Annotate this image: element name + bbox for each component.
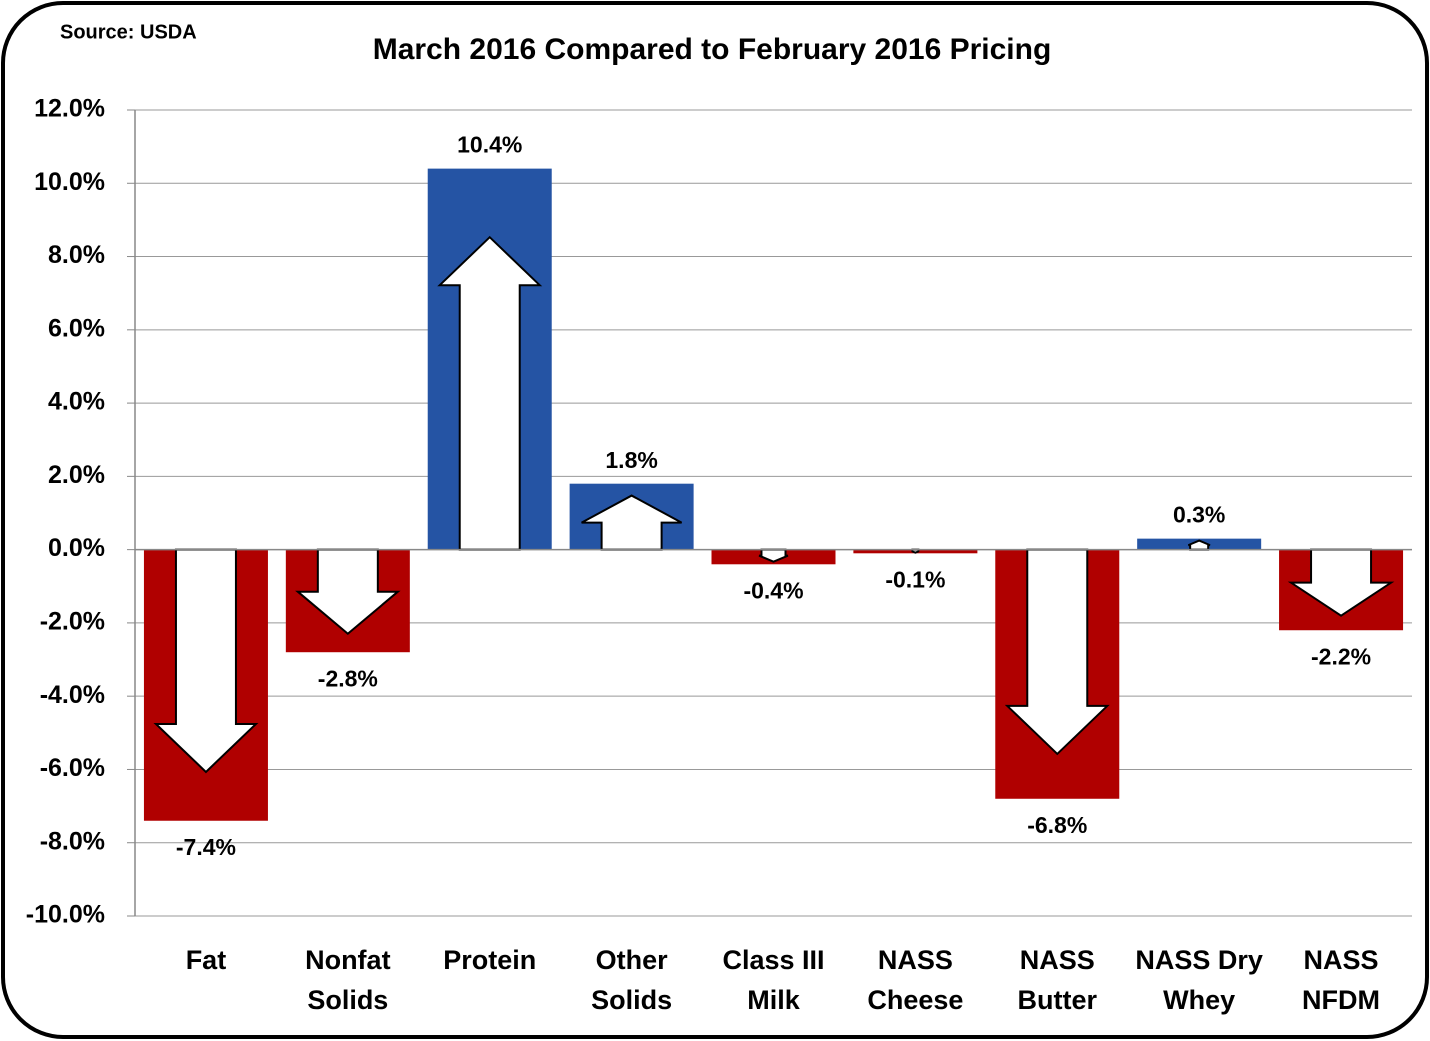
data-label: -6.8% <box>1027 812 1087 838</box>
x-tick-label: Fat <box>185 945 227 975</box>
chart-title: March 2016 Compared to February 2016 Pri… <box>373 33 1052 66</box>
y-tick-label: -8.0% <box>40 827 105 855</box>
arrow <box>581 494 683 551</box>
y-tick-label: -4.0% <box>40 681 105 709</box>
y-tick-label: 6.0% <box>48 314 105 342</box>
x-tick-label: NASS NFDM <box>1302 945 1381 1015</box>
y-tick-label: 10.0% <box>34 168 105 196</box>
y-tick-label: -2.0% <box>40 608 105 636</box>
y-tick-label: -10.0% <box>26 901 105 929</box>
data-label: 10.4% <box>457 132 522 158</box>
source-note: Source: USDA <box>60 21 197 43</box>
x-tick-label: NASS Cheese <box>867 945 964 1015</box>
y-tick-label: 12.0% <box>34 95 105 123</box>
data-label: -2.8% <box>318 665 378 691</box>
arrow <box>1187 539 1211 551</box>
arrow <box>153 548 259 774</box>
x-tick-label: Class III Milk <box>722 945 825 1015</box>
data-label: -2.2% <box>1311 643 1371 669</box>
y-tick-label: 2.0% <box>48 461 105 489</box>
x-tick-label: Protein <box>443 945 537 975</box>
arrow <box>1287 548 1395 617</box>
x-tick-label: Other Solids <box>591 945 673 1015</box>
arrow <box>758 548 789 563</box>
x-tick-label: Nonfat Solids <box>305 945 391 1015</box>
data-label: -0.1% <box>885 566 945 592</box>
arrow <box>1004 548 1110 756</box>
arrow <box>295 548 401 636</box>
x-tick-label: NASS Butter <box>1017 945 1098 1015</box>
data-label: -7.4% <box>176 834 236 860</box>
x-tick-label: NASS Dry Whey <box>1135 945 1263 1015</box>
data-label: 0.3% <box>1173 502 1225 528</box>
y-tick-label: 4.0% <box>48 388 105 416</box>
y-tick-label: 0.0% <box>48 534 105 562</box>
data-label: 1.8% <box>605 447 657 473</box>
y-tick-label: 8.0% <box>48 241 105 269</box>
y-tick-label: -6.0% <box>40 754 105 782</box>
data-label: -0.4% <box>743 577 803 603</box>
arrow <box>437 235 543 551</box>
